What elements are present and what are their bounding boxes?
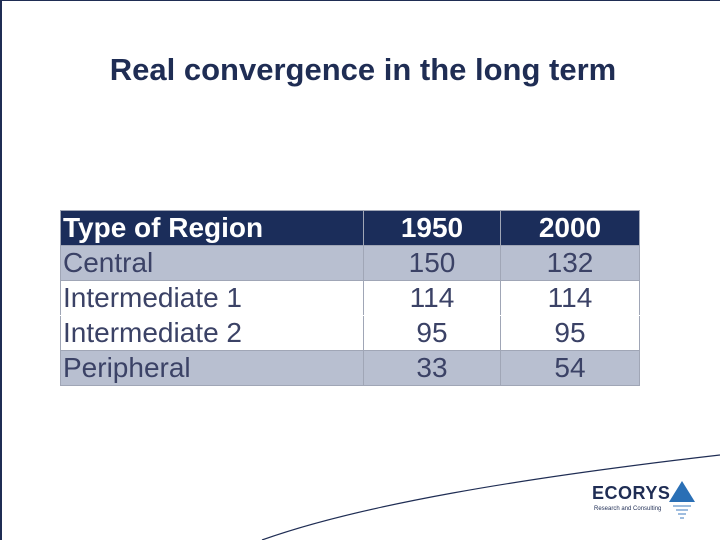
value-1950: 95 bbox=[363, 315, 501, 351]
table-row-intermediate-2: Intermediate 2 95 95 bbox=[60, 315, 640, 351]
logo-wordmark: ECORYS bbox=[592, 483, 671, 503]
header-2000: 2000 bbox=[500, 210, 640, 246]
table-header-row: Type of Region 1950 2000 bbox=[60, 210, 640, 246]
logo-tagline: Research and Consulting bbox=[594, 506, 662, 512]
region-name: Intermediate 2 bbox=[60, 315, 364, 351]
region-name: Central bbox=[60, 245, 364, 281]
header-type-of-region: Type of Region bbox=[60, 210, 364, 246]
table-row-central: Central 150 132 bbox=[60, 245, 640, 281]
region-table: Type of Region 1950 2000 Central 150 132… bbox=[60, 210, 640, 386]
value-1950: 114 bbox=[363, 280, 501, 316]
value-1950: 150 bbox=[363, 245, 501, 281]
ecorys-logo: ECORYS Research and Consulting bbox=[592, 480, 702, 524]
slide-border-left bbox=[0, 0, 2, 540]
slide-title: Real convergence in the long term bbox=[109, 52, 617, 87]
value-2000: 54 bbox=[500, 350, 640, 386]
value-2000: 114 bbox=[500, 280, 640, 316]
value-1950: 33 bbox=[363, 350, 501, 386]
slide-border-top bbox=[0, 0, 720, 1]
region-name: Peripheral bbox=[60, 350, 364, 386]
region-name: Intermediate 1 bbox=[60, 280, 364, 316]
table-row-intermediate-1: Intermediate 1 114 114 bbox=[60, 280, 640, 316]
table-row-peripheral: Peripheral 33 54 bbox=[60, 350, 640, 386]
pyramid-icon bbox=[669, 481, 695, 519]
value-2000: 132 bbox=[500, 245, 640, 281]
value-2000: 95 bbox=[500, 315, 640, 351]
header-1950: 1950 bbox=[363, 210, 501, 246]
